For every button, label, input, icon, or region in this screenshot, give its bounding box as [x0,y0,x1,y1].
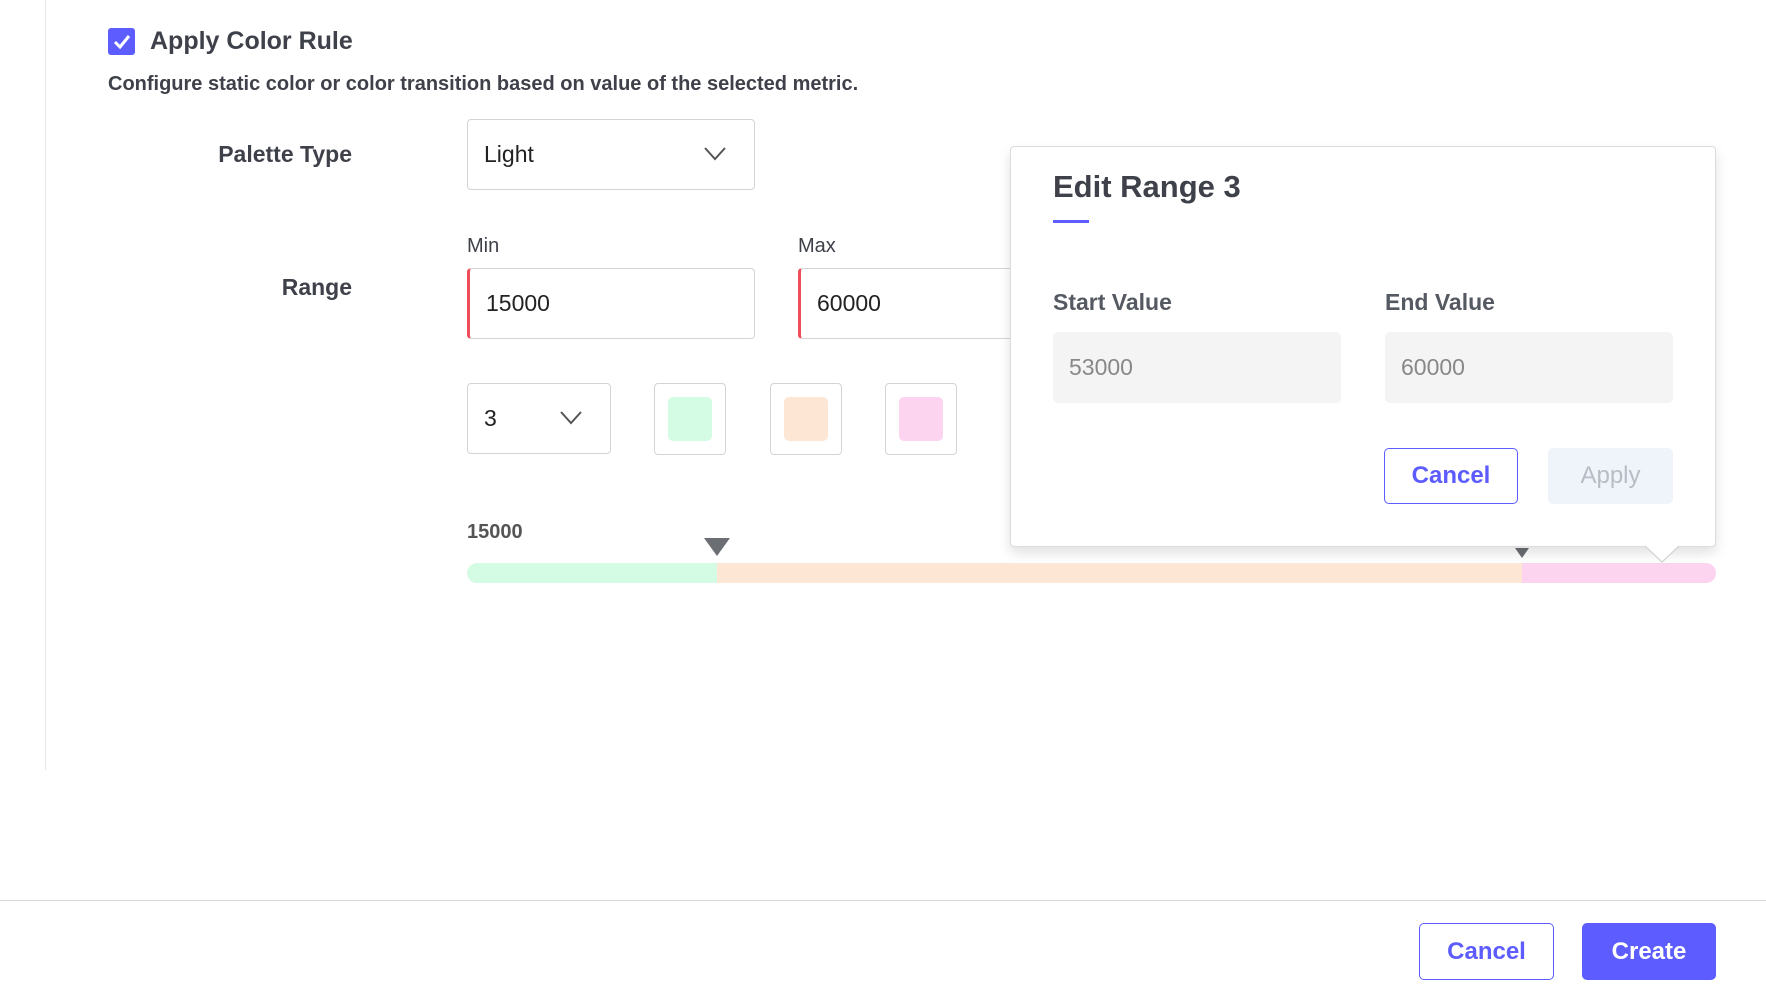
range-label: Range [281,274,352,300]
min-label: Min [467,235,500,257]
max-label: Max [798,235,836,257]
popover-arrow [1645,545,1679,563]
footer-cancel-button[interactable]: Cancel [1419,923,1554,980]
color-swatch-2[interactable] [770,383,842,455]
swatch-color [899,397,943,441]
chevron-down-icon [704,146,726,160]
section-title: Apply Color Rule [150,27,353,55]
section-description: Configure static color or color transiti… [108,73,859,95]
color-swatch-3[interactable] [885,383,957,455]
range-count-select[interactable]: 3 [467,383,611,454]
min-input[interactable]: 15000 [467,268,755,339]
apply-color-rule-checkbox[interactable] [108,28,135,55]
end-value-input[interactable]: 60000 [1385,332,1673,403]
start-value-label: Start Value [1053,289,1172,315]
range-bar [467,563,1716,583]
color-swatch-1[interactable] [654,383,726,455]
range-segment-3[interactable] [1521,563,1716,583]
chevron-down-icon [560,410,582,424]
range-count-value: 3 [484,405,497,431]
create-button[interactable]: Create [1582,923,1716,980]
popover-cancel-button[interactable]: Cancel [1384,448,1518,504]
swatch-color [668,397,712,441]
title-underline [1053,220,1089,223]
popover-apply-button[interactable]: Apply [1548,448,1673,504]
edit-range-popover: Edit Range 3 Start Value End Value 53000… [1010,146,1716,547]
range-handle-1[interactable] [703,538,730,556]
palette-type-select[interactable]: Light [467,119,755,190]
swatch-color [784,397,828,441]
start-value: 53000 [1069,354,1133,380]
range-segment-1[interactable] [467,563,717,583]
footer-divider [0,900,1766,901]
check-icon [113,34,130,49]
range-handle-2[interactable] [1514,548,1529,558]
palette-type-value: Light [484,141,534,167]
left-divider [45,0,46,770]
max-value: 60000 [817,290,881,316]
range-segment-2[interactable] [716,563,1522,583]
start-value-input[interactable]: 53000 [1053,332,1341,403]
range-start-label: 15000 [467,521,523,543]
end-value-label: End Value [1385,289,1495,315]
popover-title: Edit Range 3 [1053,169,1241,204]
min-value: 15000 [486,290,550,316]
end-value: 60000 [1401,354,1465,380]
palette-type-label: Palette Type [218,141,352,167]
